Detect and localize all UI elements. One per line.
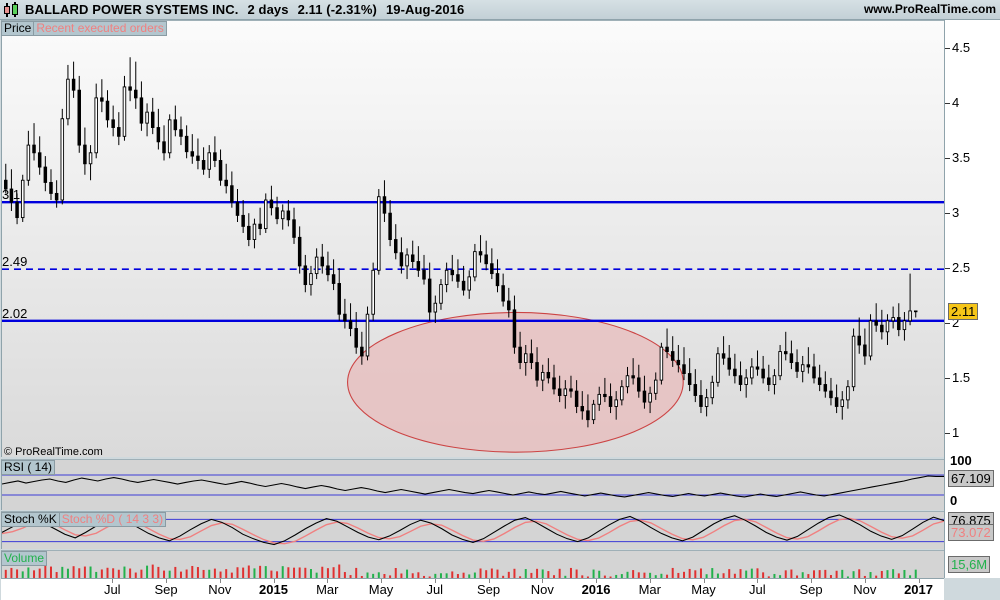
volume-panel[interactable]	[1, 550, 944, 578]
time-label-year: 2017	[904, 582, 933, 597]
legend-item-volume[interactable]: Volume	[1, 551, 48, 566]
legend-item-stoch-k[interactable]: Stoch %K	[1, 512, 60, 527]
time-tick	[381, 579, 383, 583]
price-axis[interactable]: 4.5 4 3.5 3 2.5 2 1.5 1 2.11 100 67.109 0 76.87…	[944, 20, 1000, 578]
time-tick	[864, 579, 866, 583]
instrument-name: BALLARD POWER SYSTEMS INC.	[25, 2, 239, 17]
price-chart-svg	[2, 57, 944, 453]
level-label-2-02: 2.02	[2, 305, 28, 321]
time-tick	[112, 579, 114, 583]
time-label-month: Mar	[316, 582, 339, 597]
time-label-month: Nov	[530, 582, 554, 597]
volume-legend: Volume	[1, 551, 48, 566]
legend-item-rsi[interactable]: RSI ( 14)	[1, 460, 56, 475]
time-label-month: Nov	[208, 582, 232, 597]
date-label: 19-Aug-2016	[385, 2, 465, 17]
watermark: © ProRealTime.com	[4, 446, 103, 458]
time-label-month: Sep	[476, 582, 501, 597]
time-label-month: May	[368, 582, 394, 597]
brand-link[interactable]: www.ProRealTime.com	[863, 2, 996, 16]
time-tick	[596, 579, 598, 583]
instrument-title: BALLARD POWER SYSTEMS INC. 2 days 2.11 (-2…	[25, 2, 473, 17]
price-tick: 3.5	[945, 151, 970, 164]
stoch-d-value-label: 73.072	[948, 524, 994, 541]
legend-item-stoch-d[interactable]: Stoch %D ( 14 3 3)	[59, 512, 167, 527]
price-panel[interactable]	[1, 20, 944, 457]
time-label-year: 2016	[581, 582, 611, 597]
price-tick: 4	[945, 96, 959, 109]
price-legend: Price Recent executed orders	[1, 21, 167, 36]
time-tick	[273, 579, 275, 583]
time-label-month: Sep	[154, 582, 178, 597]
level-label-2-49: 2.49	[2, 253, 28, 269]
time-tick	[434, 579, 436, 583]
price-tick: 2.5	[945, 261, 970, 274]
volume-value-label: 15,6M	[948, 556, 991, 573]
time-label-month: Mar	[638, 582, 661, 597]
rsi-value-label: 67.109	[948, 470, 994, 487]
rsi-panel[interactable]	[1, 459, 944, 510]
title-bar: BALLARD POWER SYSTEMS INC. 2 days 2.11 (-2…	[0, 0, 1000, 20]
time-label-month: Sep	[799, 582, 823, 597]
level-label-3-1: 3.1	[2, 186, 21, 202]
price-tick: 4.5	[945, 41, 970, 54]
time-label-month: Nov	[853, 582, 877, 597]
time-label-month: Jul	[103, 582, 121, 597]
legend-item-price[interactable]: Price	[1, 21, 35, 36]
legend-item-recent-orders[interactable]: Recent executed orders	[34, 21, 167, 36]
time-label-month: Jul	[748, 582, 766, 597]
time-tick	[703, 579, 705, 583]
price-tick: 1	[945, 426, 959, 439]
rsi-scale-top: 100	[950, 453, 972, 468]
time-tick	[166, 579, 168, 583]
rsi-legend: RSI ( 14)	[1, 460, 56, 475]
volume-chart-svg	[4, 564, 917, 578]
price-tick: 2	[945, 316, 959, 329]
stoch-legend: Stoch %K Stoch %D ( 14 3 3)	[1, 512, 167, 527]
last-price-label: 2.11	[948, 302, 979, 320]
time-tick	[918, 579, 920, 583]
time-label-month: Jul	[426, 582, 444, 597]
price-tick: 3	[945, 206, 959, 219]
time-label-month: May	[691, 582, 716, 597]
rsi-scale-bottom: 0	[950, 493, 958, 508]
candlestick-icon	[2, 1, 22, 18]
time-tick	[542, 579, 544, 583]
rsi-chart-svg	[2, 474, 944, 498]
quote-label: 2.11 (-2.31%)	[297, 2, 377, 17]
timeframe-label[interactable]: 2 days	[247, 2, 289, 17]
time-tick	[327, 579, 329, 583]
time-label-year: 2015	[259, 582, 288, 597]
time-tick	[219, 579, 221, 583]
price-tick: 1.5	[945, 371, 970, 384]
time-axis[interactable]: Jul Sep Nov 2015 Mar May Jul Sep Nov 2016 Mar May Ju…	[1, 578, 944, 600]
time-tick	[488, 579, 490, 583]
time-tick	[757, 579, 759, 583]
time-tick	[811, 579, 813, 583]
time-tick	[649, 579, 651, 583]
